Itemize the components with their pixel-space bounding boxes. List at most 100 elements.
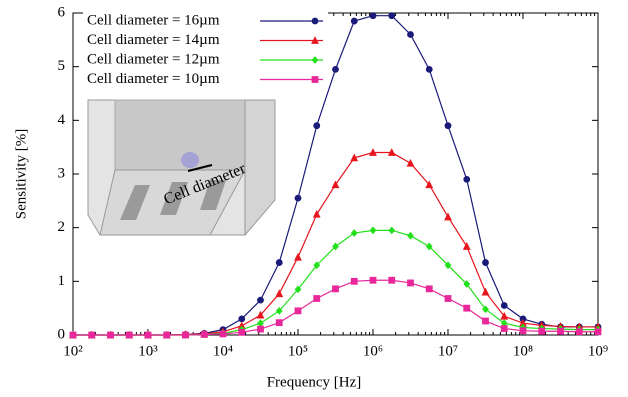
point bbox=[238, 328, 246, 336]
point bbox=[444, 261, 452, 270]
point bbox=[462, 242, 471, 250]
legend-background bbox=[83, 31, 328, 51]
point bbox=[294, 252, 302, 261]
point bbox=[257, 319, 264, 328]
point bbox=[444, 295, 452, 302]
point bbox=[425, 65, 433, 73]
x-tick-label: 10⁹ bbox=[588, 343, 608, 359]
x-tick-label: 10⁴ bbox=[213, 343, 233, 359]
point bbox=[257, 296, 264, 304]
point bbox=[369, 148, 377, 156]
point bbox=[407, 31, 414, 38]
x-tick-label: 10⁶ bbox=[363, 343, 383, 359]
point bbox=[482, 305, 489, 314]
point bbox=[482, 317, 489, 325]
point bbox=[313, 295, 321, 302]
point bbox=[200, 331, 208, 338]
point bbox=[107, 331, 114, 339]
point bbox=[350, 17, 358, 25]
point bbox=[500, 325, 508, 332]
point bbox=[407, 231, 414, 240]
point bbox=[594, 328, 602, 336]
x-tick-label: 10⁵ bbox=[288, 343, 308, 359]
point bbox=[331, 180, 340, 189]
point bbox=[482, 259, 489, 266]
point bbox=[444, 212, 452, 221]
point bbox=[388, 226, 396, 235]
point bbox=[481, 287, 490, 296]
inset-image bbox=[87, 99, 276, 237]
y-tick-label: 2 bbox=[58, 219, 66, 235]
y-tick-label: 3 bbox=[58, 165, 66, 181]
point bbox=[237, 321, 246, 330]
x-tick-label: 10² bbox=[63, 343, 83, 359]
point bbox=[88, 331, 96, 339]
point bbox=[350, 153, 359, 162]
point bbox=[238, 315, 246, 323]
point bbox=[444, 122, 452, 130]
point bbox=[388, 12, 396, 20]
legend-background bbox=[83, 12, 328, 31]
y-tick-label: 1 bbox=[58, 273, 66, 289]
point bbox=[275, 259, 283, 266]
legend-label: Cell diameter = 12µm bbox=[87, 51, 220, 67]
point bbox=[313, 122, 321, 130]
point bbox=[463, 175, 471, 183]
point bbox=[519, 318, 527, 327]
point bbox=[311, 56, 319, 64]
point bbox=[463, 304, 471, 312]
point bbox=[332, 65, 339, 73]
legend-label: Cell diameter = 14µm bbox=[87, 32, 220, 48]
point bbox=[144, 331, 152, 339]
point bbox=[311, 76, 319, 83]
point bbox=[369, 276, 377, 284]
point bbox=[257, 325, 264, 333]
point bbox=[407, 279, 414, 287]
point bbox=[125, 331, 133, 339]
y-tick-label: 6 bbox=[58, 4, 66, 20]
point bbox=[369, 12, 377, 20]
x-axis-label: Frequency [Hz] bbox=[267, 374, 362, 390]
point bbox=[311, 36, 319, 44]
point bbox=[425, 285, 433, 293]
legend-background bbox=[83, 70, 328, 90]
legend-label: Cell diameter = 10µm bbox=[87, 71, 220, 87]
point bbox=[463, 280, 471, 288]
y-tick-label: 4 bbox=[58, 112, 66, 128]
point bbox=[275, 319, 283, 327]
point bbox=[500, 311, 509, 320]
point bbox=[350, 277, 358, 285]
point bbox=[538, 327, 546, 335]
point bbox=[350, 229, 358, 237]
point bbox=[256, 310, 265, 319]
y-tick-label: 5 bbox=[58, 58, 66, 74]
point bbox=[163, 331, 171, 339]
point bbox=[219, 330, 227, 338]
point bbox=[406, 158, 415, 167]
point bbox=[294, 307, 302, 315]
point bbox=[332, 242, 339, 251]
point bbox=[294, 194, 302, 202]
point bbox=[519, 327, 527, 335]
point bbox=[557, 327, 564, 335]
y-axis-label: Sensitivity [%] bbox=[13, 129, 29, 219]
point bbox=[388, 276, 396, 284]
point bbox=[332, 285, 339, 293]
point bbox=[575, 328, 583, 336]
point bbox=[500, 319, 508, 328]
x-tick-label: 10⁷ bbox=[438, 343, 458, 359]
legend-background bbox=[83, 51, 328, 70]
point bbox=[275, 289, 284, 298]
point bbox=[311, 17, 319, 25]
point bbox=[425, 242, 433, 251]
point bbox=[387, 148, 396, 156]
point bbox=[182, 331, 189, 339]
point bbox=[69, 331, 77, 339]
x-tick-label: 10⁸ bbox=[513, 343, 533, 359]
point bbox=[294, 285, 302, 294]
legend-label: Cell diameter = 16µm bbox=[87, 12, 220, 28]
point bbox=[500, 302, 508, 309]
x-tick-label: 10³ bbox=[138, 343, 158, 359]
point bbox=[369, 226, 377, 235]
